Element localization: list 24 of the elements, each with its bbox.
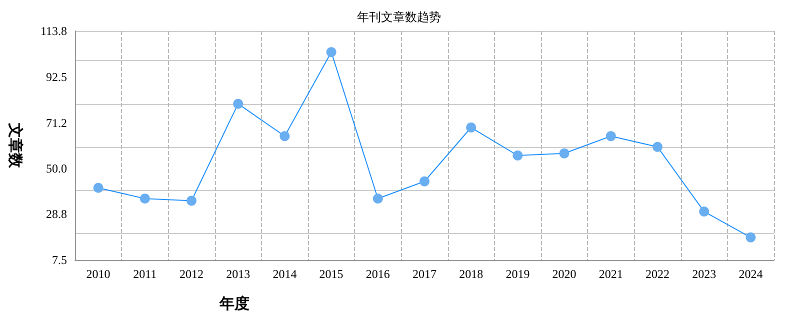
x-tick-label: 2020 xyxy=(552,267,576,281)
chart-title: 年刊文章数趋势 xyxy=(357,10,441,24)
x-tick-label: 2019 xyxy=(506,267,530,281)
y-tick-label: 71.2 xyxy=(46,116,67,130)
y-tick-label: 50.0 xyxy=(46,161,67,176)
x-tick-label: 2023 xyxy=(692,267,716,281)
x-tick-label: 2017 xyxy=(412,267,436,281)
y-tick-label: 7.5 xyxy=(52,253,67,267)
x-tick-label: 2013 xyxy=(226,267,250,281)
x-tick-label: 2021 xyxy=(598,267,623,281)
x-tick-label: 2012 xyxy=(180,267,204,281)
x-tick-label: 2018 xyxy=(459,267,484,281)
x-tick-label: 2015 xyxy=(319,267,344,281)
x-tick-label: 2016 xyxy=(366,267,390,281)
x-axis-title: 年度 xyxy=(218,294,250,312)
y-tick-label: 92.5 xyxy=(46,70,67,84)
y-axis-title: 文章数 xyxy=(6,122,24,169)
x-tick-label: 2022 xyxy=(646,267,670,281)
x-tick-label: 2010 xyxy=(86,267,110,281)
x-tick-label: 2011 xyxy=(133,267,157,281)
x-tick-label: 2024 xyxy=(738,267,763,281)
x-tick-label: 2014 xyxy=(272,267,297,281)
y-tick-label: 28.8 xyxy=(46,207,67,222)
y-tick-label: 113.8 xyxy=(40,24,67,38)
